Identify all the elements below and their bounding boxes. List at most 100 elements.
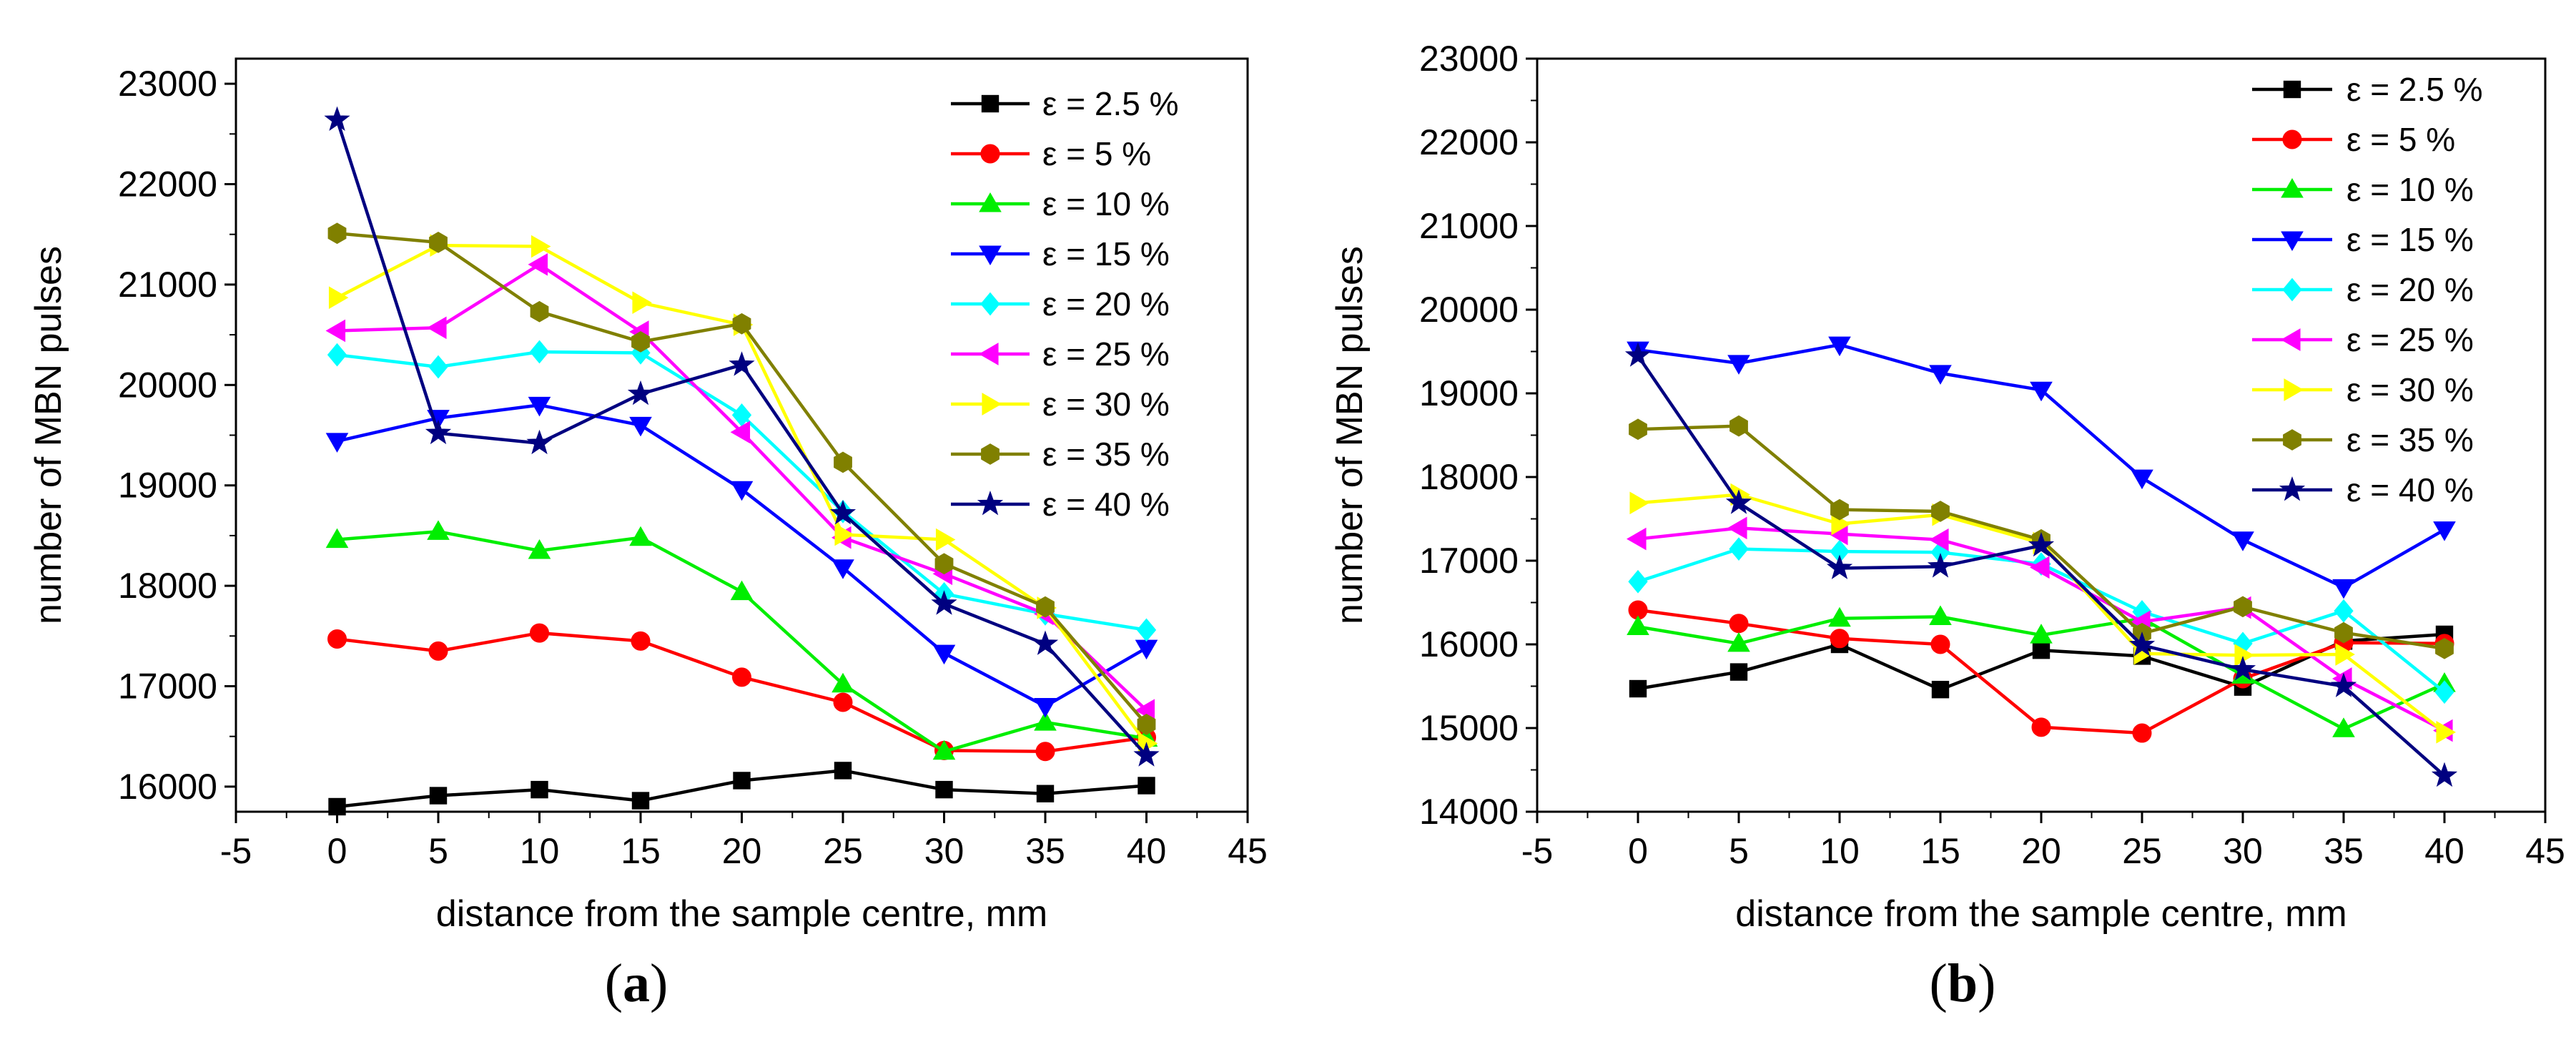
- legend-label: ε = 2.5 %: [2346, 71, 2483, 108]
- legend-label: ε = 10 %: [2346, 171, 2474, 208]
- data-point: [935, 780, 953, 799]
- legend-item: ε = 40 %: [2252, 471, 2474, 508]
- x-tick-label: -5: [1521, 831, 1553, 871]
- data-point: [529, 340, 550, 364]
- legend-label: ε = 5 %: [2346, 121, 2455, 158]
- legend-label: ε = 25 %: [1042, 335, 1170, 373]
- data-point: [629, 416, 652, 437]
- legend-marker: [977, 491, 1004, 516]
- data-point: [2434, 680, 2454, 704]
- data-point: [1830, 498, 1849, 521]
- x-tick-label: 0: [1628, 831, 1648, 871]
- data-point: [429, 232, 448, 253]
- data-point: [834, 451, 852, 473]
- y-axis-title: number of MBN pulses: [1329, 246, 1371, 624]
- data-point: [1034, 698, 1057, 718]
- data-point: [1138, 777, 1155, 795]
- data-point: [627, 380, 654, 406]
- data-point: [833, 692, 853, 712]
- data-point: [1729, 415, 1748, 437]
- data-point: [530, 623, 549, 643]
- data-point: [1624, 342, 1652, 367]
- series-line: [337, 631, 1147, 754]
- data-point: [934, 553, 954, 575]
- data-point: [2229, 656, 2256, 681]
- data-point: [1931, 501, 1950, 522]
- data-point: [733, 772, 751, 790]
- series-4: [1627, 336, 2456, 599]
- data-point: [730, 421, 751, 444]
- data-point: [1629, 679, 1647, 698]
- data-point: [1036, 785, 1055, 802]
- data-point: [834, 762, 852, 780]
- y-tick-label: 18000: [118, 566, 217, 606]
- legend-marker: [2281, 231, 2304, 251]
- panel-label: (b): [1930, 953, 1996, 1013]
- data-point: [427, 520, 450, 540]
- data-point: [1727, 516, 1747, 540]
- legend-marker: [2281, 328, 2301, 351]
- data-point: [428, 355, 448, 379]
- data-point: [1629, 418, 1647, 441]
- series-8: [327, 222, 1156, 735]
- x-tick-label: -5: [220, 831, 252, 871]
- x-tick-label: 30: [924, 831, 964, 871]
- legend-marker: [2279, 476, 2306, 501]
- data-point: [429, 787, 448, 805]
- data-point: [732, 313, 751, 335]
- data-point: [1826, 554, 1853, 579]
- data-point: [528, 396, 551, 417]
- legend-item: ε = 15 %: [951, 235, 1170, 272]
- y-tick-label: 21000: [1419, 206, 1519, 246]
- series-line: [336, 403, 1148, 708]
- data-point: [328, 797, 346, 816]
- data-point: [2433, 521, 2456, 541]
- legend-label: ε = 30 %: [2346, 371, 2474, 408]
- series-9: [1624, 342, 2458, 787]
- data-point: [528, 539, 551, 559]
- legend-item: ε = 20 %: [951, 285, 1170, 323]
- legend-marker: [2283, 80, 2301, 99]
- data-point: [834, 523, 854, 546]
- y-tick-label: 23000: [1419, 39, 1519, 79]
- legend-marker: [2282, 129, 2302, 149]
- legend-item: ε = 35 %: [2252, 421, 2474, 458]
- x-tick-label: 40: [1127, 831, 1167, 871]
- legend-label: ε = 2.5 %: [1042, 85, 1179, 122]
- legend-marker: [2282, 277, 2302, 302]
- y-tick-label: 14000: [1419, 792, 1519, 832]
- data-point: [530, 300, 549, 323]
- legend-marker: [981, 94, 1000, 113]
- data-point: [831, 559, 854, 579]
- data-point: [2330, 672, 2357, 697]
- data-point: [1929, 365, 1952, 385]
- legend-item: ε = 5 %: [951, 135, 1151, 172]
- data-point: [2234, 596, 2252, 618]
- legend-item: ε = 2.5 %: [951, 85, 1179, 122]
- y-tick-label: 22000: [1419, 122, 1519, 162]
- data-point: [1729, 663, 1748, 681]
- legend-marker: [982, 393, 1002, 416]
- data-point: [2334, 621, 2353, 644]
- legend-item: ε = 30 %: [2252, 371, 2474, 408]
- legend-item: ε = 35 %: [951, 436, 1170, 473]
- data-point: [2032, 641, 2051, 659]
- data-point: [1627, 527, 1647, 551]
- data-point: [935, 528, 956, 551]
- data-point: [1627, 615, 1649, 635]
- data-point: [327, 222, 347, 245]
- legend-item: ε = 20 %: [2252, 271, 2474, 308]
- x-tick-label: 25: [823, 831, 863, 871]
- data-point: [2332, 579, 2355, 599]
- x-axis-title: distance from the sample centre, mm: [436, 893, 1047, 935]
- x-axis-title: distance from the sample centre, mm: [1735, 893, 2346, 935]
- y-tick-label: 19000: [1419, 373, 1519, 413]
- chart-panel-b: -5 0 5 10 15 20 25 30 35 40 45 14000 15000 16000 17000…: [1329, 39, 2565, 1013]
- data-point: [2334, 599, 2354, 623]
- data-point: [729, 351, 755, 376]
- legend-marker: [2281, 178, 2304, 198]
- legend-marker: [979, 245, 1002, 265]
- x-tick-label: 35: [2324, 831, 2364, 871]
- data-point: [730, 580, 754, 601]
